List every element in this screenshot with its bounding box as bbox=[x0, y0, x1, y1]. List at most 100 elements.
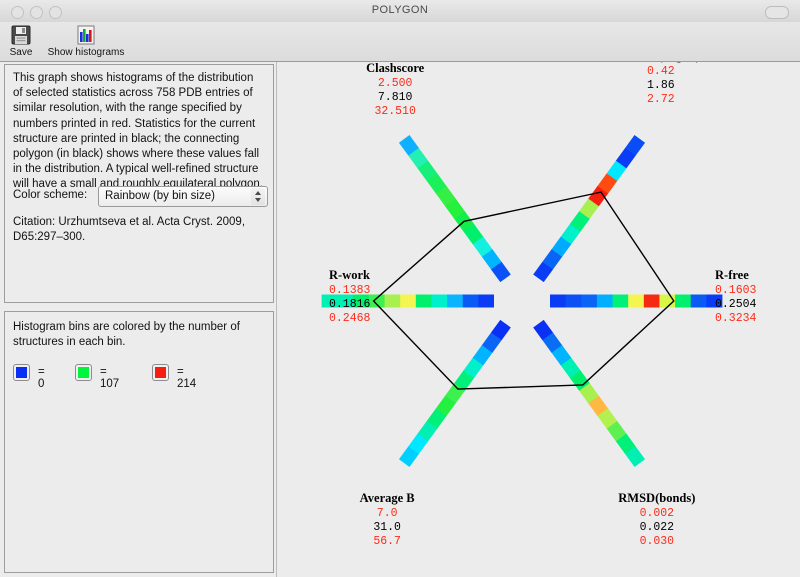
axis-max-rmsd_angles: 2.72 bbox=[647, 93, 675, 106]
histogram-bin bbox=[533, 261, 554, 283]
histogram-bin bbox=[435, 395, 456, 417]
zoom-button[interactable] bbox=[49, 6, 62, 19]
histogram-bin bbox=[408, 433, 429, 455]
axis-min-clashscore: 2.500 bbox=[378, 77, 413, 90]
histogram-bin bbox=[625, 135, 646, 156]
axis-title-r_work: R-work bbox=[329, 268, 370, 282]
histogram-bin bbox=[481, 248, 502, 270]
histogram-bin bbox=[579, 198, 600, 219]
histogram-bin bbox=[588, 395, 609, 417]
axis-max-clashscore: 32.510 bbox=[374, 105, 416, 118]
legend-swatch-min bbox=[13, 364, 30, 381]
legend-label-min: = 0 bbox=[38, 366, 45, 390]
bar-chart-icon bbox=[40, 24, 132, 46]
legend-swatch-max bbox=[152, 364, 169, 381]
histogram-bin bbox=[615, 433, 636, 455]
axis-current-average_b: 31.0 bbox=[373, 521, 401, 534]
histogram-bin bbox=[481, 332, 502, 354]
save-button[interactable]: Save bbox=[2, 24, 40, 58]
histogram-bin bbox=[398, 135, 419, 156]
axis-current-rmsd_angles: 1.86 bbox=[647, 79, 675, 92]
legend-label-mid: = 107 bbox=[100, 366, 120, 390]
close-button[interactable] bbox=[11, 6, 24, 19]
axis-title-r_free: R-free bbox=[715, 268, 749, 282]
histogram-bin bbox=[628, 294, 645, 308]
axis-min-average_b: 7.0 bbox=[377, 507, 398, 520]
floppy-disk-icon bbox=[2, 24, 40, 46]
histogram-bin bbox=[533, 319, 554, 341]
histogram-bin bbox=[542, 332, 563, 354]
histogram-bin bbox=[463, 223, 484, 245]
histogram-bars-group bbox=[321, 135, 723, 467]
info-panel: This graph shows histograms of the distr… bbox=[4, 64, 274, 303]
minimize-button[interactable] bbox=[30, 6, 43, 19]
histogram-bin bbox=[426, 173, 447, 194]
color-scheme-select[interactable]: Rainbow (by bin size) bbox=[98, 186, 268, 207]
histogram-bin bbox=[706, 294, 723, 308]
description-text: This graph shows histograms of the distr… bbox=[13, 72, 263, 191]
window-titlebar: POLYGON bbox=[0, 0, 800, 23]
main-toolbar: Save Show histograms bbox=[0, 22, 800, 62]
axis-max-average_b: 56.7 bbox=[373, 535, 401, 548]
show-histograms-label: Show histograms bbox=[47, 47, 125, 58]
histogram-bin bbox=[477, 294, 494, 308]
histogram-bin bbox=[581, 294, 598, 308]
histogram-bin bbox=[463, 357, 484, 379]
axis-title-average_b: Average B bbox=[360, 491, 415, 505]
histogram-bin bbox=[615, 147, 636, 169]
show-histograms-button[interactable]: Show histograms bbox=[40, 24, 132, 58]
legend-panel: Histogram bins are colored by the number… bbox=[4, 311, 274, 573]
axis-current-rmsd_bonds: 0.022 bbox=[640, 521, 675, 534]
color-scheme-label: Color scheme: bbox=[13, 189, 88, 201]
axis-max-r_work: 0.2468 bbox=[329, 312, 371, 325]
histogram-bin bbox=[596, 294, 613, 308]
histogram-bin bbox=[612, 294, 629, 308]
histogram-bin bbox=[606, 160, 627, 181]
histogram-bin bbox=[606, 421, 627, 442]
histogram-bin bbox=[352, 294, 369, 308]
histogram-bin bbox=[415, 294, 432, 308]
histogram-bin bbox=[551, 345, 572, 366]
axis-min-r_free: 0.1603 bbox=[715, 284, 757, 297]
histogram-bin bbox=[321, 294, 338, 308]
histogram-bin bbox=[472, 345, 493, 366]
axis-title-rmsd_angles: RMSD(angles) bbox=[622, 62, 700, 63]
save-button-label: Save bbox=[9, 47, 33, 58]
histogram-bin bbox=[579, 383, 600, 404]
histogram-bin bbox=[431, 294, 448, 308]
histogram-bin bbox=[435, 185, 456, 207]
histogram-bin bbox=[597, 173, 618, 194]
histogram-bin bbox=[550, 294, 567, 308]
histogram-bin bbox=[426, 408, 447, 429]
histogram-bin bbox=[417, 421, 438, 442]
histogram-bin bbox=[337, 294, 354, 308]
chevron-updown-icon[interactable] bbox=[251, 188, 265, 205]
histogram-bin bbox=[597, 408, 618, 429]
axis-current-r_free: 0.2504 bbox=[715, 298, 757, 311]
citation-text: Citation: Urzhumtseva et al. Acta Cryst.… bbox=[13, 216, 246, 244]
histogram-bin bbox=[690, 294, 707, 308]
histogram-bin bbox=[569, 210, 590, 232]
axis-min-r_work: 0.1383 bbox=[329, 284, 371, 297]
histogram-bin bbox=[560, 357, 581, 379]
histogram-bin bbox=[408, 147, 429, 169]
histogram-bin bbox=[417, 160, 438, 181]
histogram-bin bbox=[472, 236, 493, 257]
axis-max-r_free: 0.3234 bbox=[715, 312, 757, 325]
histogram-bin bbox=[462, 294, 479, 308]
window-title: POLYGON bbox=[371, 4, 429, 16]
toolbar-toggle-button[interactable] bbox=[765, 6, 789, 19]
histogram-bin bbox=[625, 446, 646, 467]
legend-swatch-mid bbox=[75, 364, 92, 381]
histogram-bin bbox=[588, 185, 609, 207]
histogram-bin bbox=[675, 294, 692, 308]
histogram-bin bbox=[454, 370, 475, 392]
color-scheme-row: Color scheme: Rainbow (by bin size) bbox=[13, 186, 268, 207]
histogram-bin bbox=[565, 294, 582, 308]
histogram-bin bbox=[444, 383, 465, 404]
axis-title-rmsd_bonds: RMSD(bonds) bbox=[618, 491, 695, 505]
histogram-bin bbox=[643, 294, 660, 308]
histogram-bin bbox=[368, 294, 385, 308]
